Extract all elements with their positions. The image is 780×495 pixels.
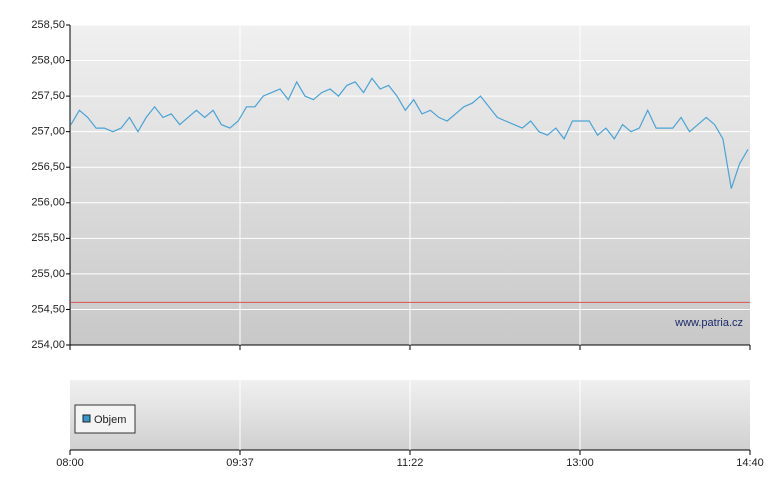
y-tick-label: 256,00 [31, 197, 65, 209]
legend-label: Objem [94, 414, 126, 426]
legend-swatch [82, 414, 91, 423]
watermark: www.patria.cz [674, 317, 743, 329]
x-tick-label: 14:40 [736, 457, 764, 469]
x-tick-label: 09:37 [226, 457, 254, 469]
y-tick-label: 255,00 [31, 268, 65, 280]
y-tick-label: 254,00 [31, 339, 65, 351]
x-tick-label: 13:00 [566, 457, 594, 469]
price-line [70, 77, 749, 189]
y-tick-label: 258,50 [31, 19, 65, 31]
y-tick-label: 258,00 [31, 54, 65, 66]
legend-box [74, 404, 136, 434]
y-tick-label: 256,50 [31, 161, 65, 173]
y-tick-label: 257,00 [31, 126, 65, 138]
y-tick-label: 254,50 [31, 303, 65, 315]
y-tick-label: 257,50 [31, 90, 65, 102]
y-tick-label: 255,50 [31, 232, 65, 244]
x-tick-label: 08:00 [56, 457, 84, 469]
x-tick-label: 11:22 [397, 457, 424, 469]
